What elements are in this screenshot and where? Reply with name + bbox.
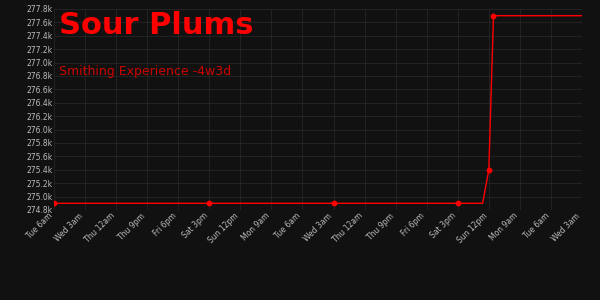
Text: Sour Plums: Sour Plums bbox=[59, 11, 254, 40]
Point bbox=[329, 201, 338, 206]
Text: Smithing Experience -4w3d: Smithing Experience -4w3d bbox=[59, 65, 232, 78]
Point bbox=[488, 13, 498, 18]
Point bbox=[453, 201, 463, 206]
Point bbox=[205, 201, 214, 206]
Point bbox=[484, 167, 494, 172]
Point bbox=[49, 201, 59, 206]
